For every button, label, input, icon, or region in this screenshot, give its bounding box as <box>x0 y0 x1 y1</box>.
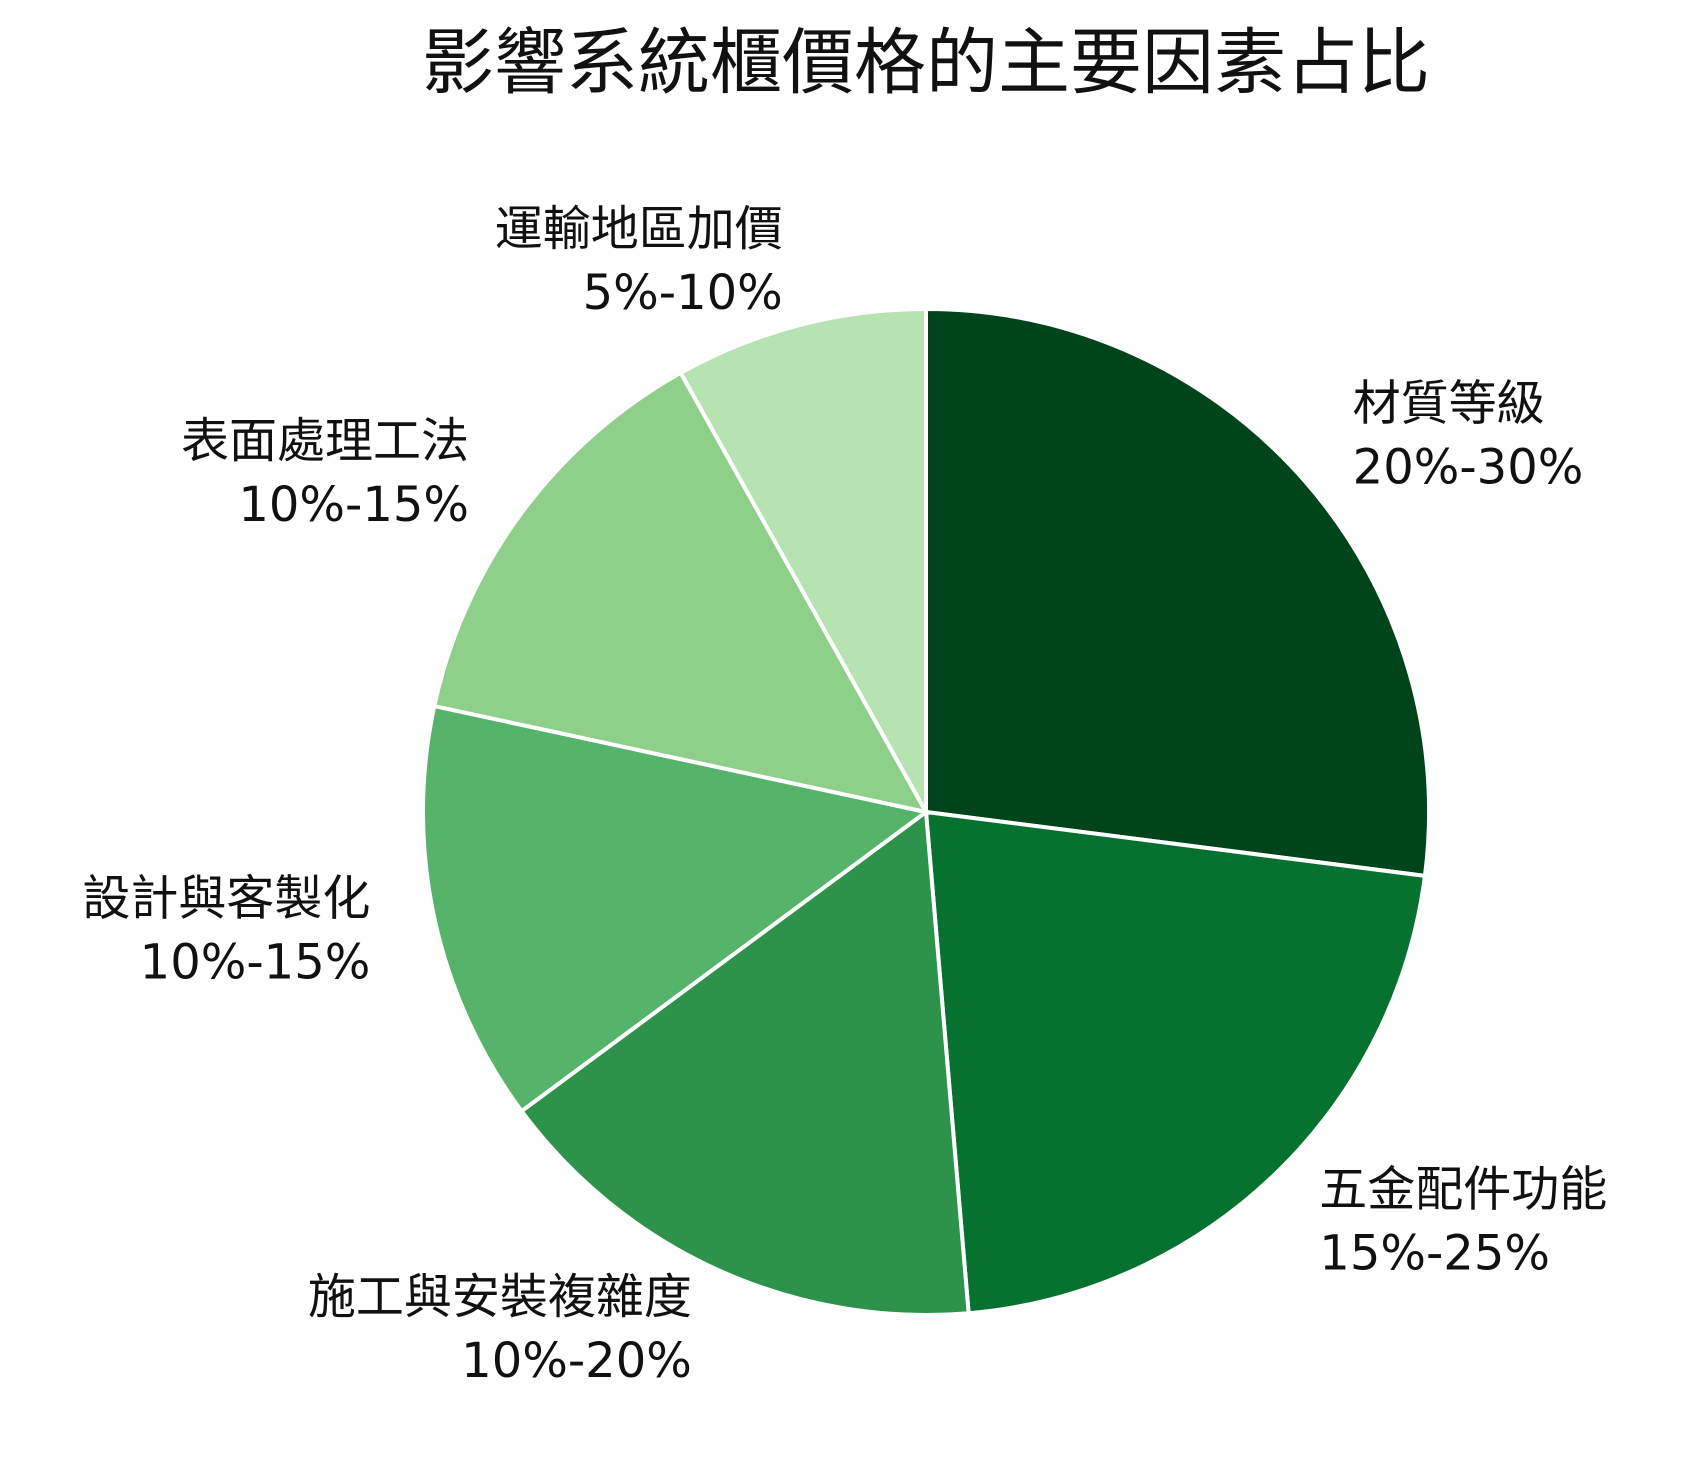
slice-label: 設計與客製化 <box>82 871 370 927</box>
slice-value-label: 10%-15% <box>238 477 469 533</box>
pie-slice <box>431 370 930 815</box>
slice-label: 施工與安裝複雜度 <box>308 1269 692 1325</box>
slice-value-label: 20%-30% <box>1353 439 1584 495</box>
pie-slice <box>421 703 931 1114</box>
chart-title: 影響系統櫃價格的主要因素占比 <box>422 21 1430 105</box>
slice-label: 運輸地區加價 <box>495 201 783 257</box>
slice-value-label: 10%-15% <box>140 935 371 991</box>
pie-slice <box>677 306 928 820</box>
pie-slice <box>924 306 1431 879</box>
slice-label: 材質等級 <box>1353 375 1545 431</box>
slice-label: 表面處理工法 <box>181 413 469 469</box>
pie-slice <box>518 808 971 1317</box>
slice-label: 五金配件功能 <box>1319 1161 1607 1217</box>
pie-slice <box>923 809 1428 1316</box>
slice-value-label: 10%-20% <box>461 1333 692 1389</box>
slice-value-label: 15%-25% <box>1319 1225 1550 1281</box>
slice-value-label: 5%-10% <box>583 265 783 321</box>
